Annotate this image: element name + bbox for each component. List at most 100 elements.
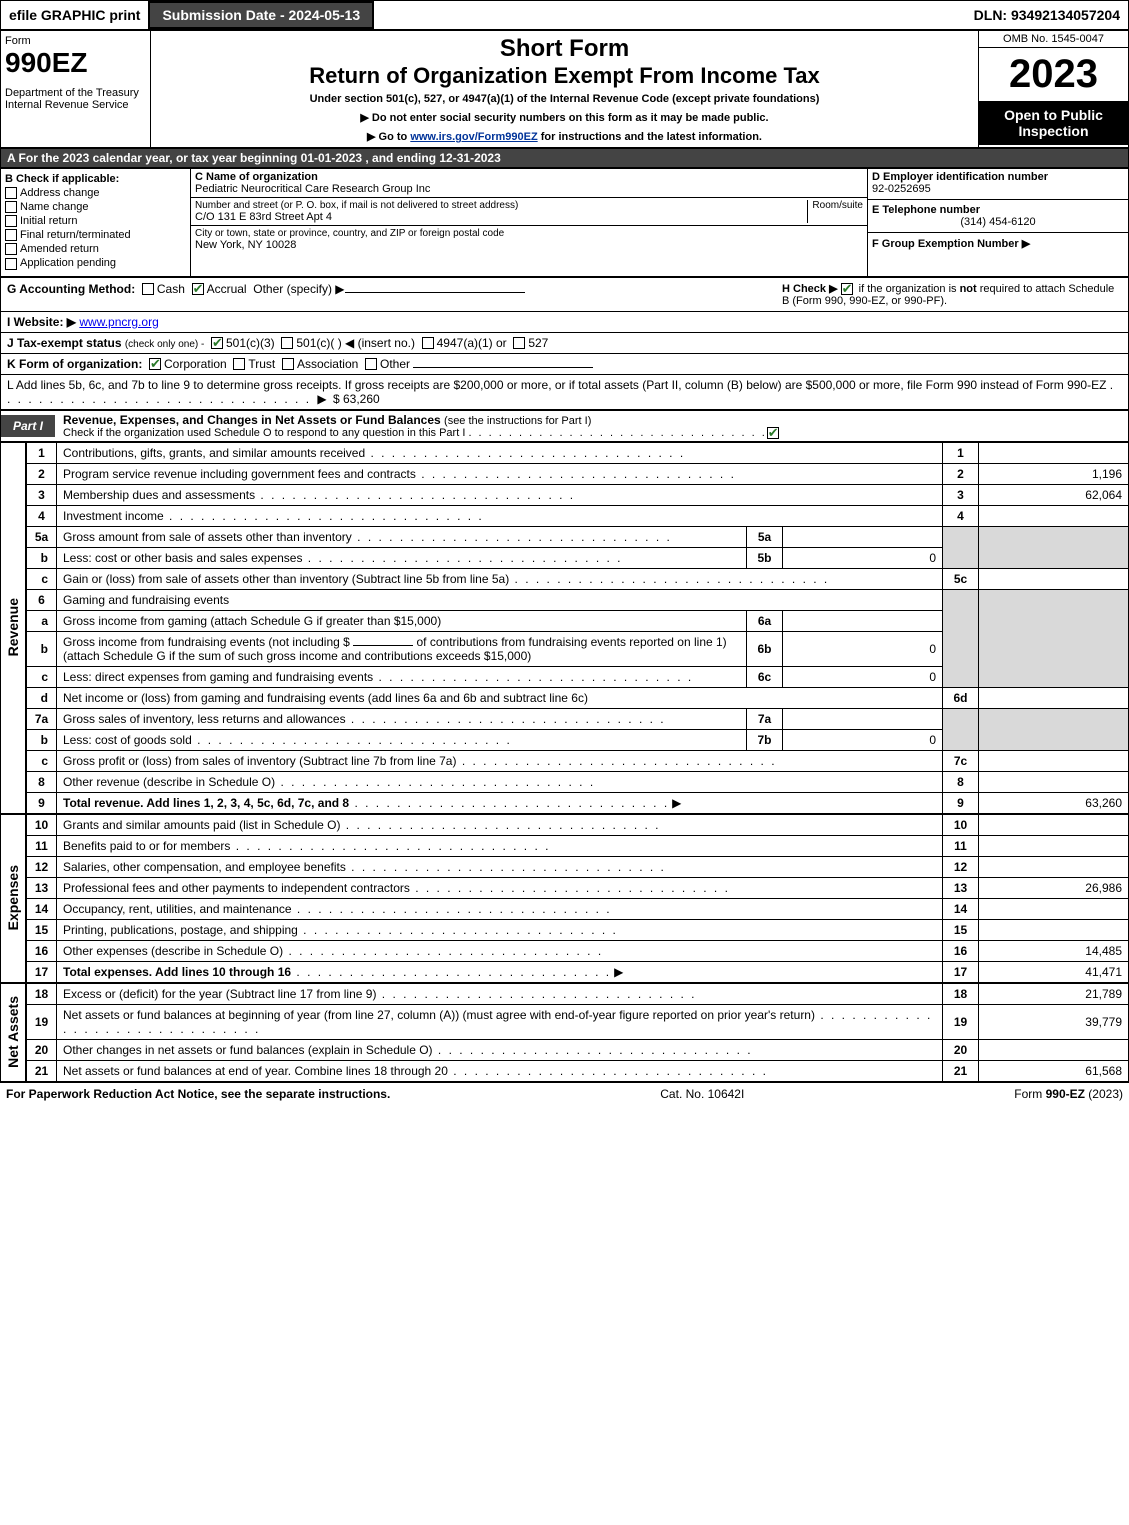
i-label: I Website: ▶ — [7, 315, 76, 329]
row-i-website: I Website: ▶ www.pncrg.org — [0, 312, 1129, 333]
line-desc: Other changes in net assets or fund bala… — [63, 1043, 433, 1057]
line-8: 8Other revenue (describe in Schedule O)8 — [27, 771, 1129, 792]
department: Department of the Treasury Internal Reve… — [5, 87, 146, 111]
footer-right-pre: Form — [1014, 1087, 1045, 1101]
line-desc: Occupancy, rent, utilities, and maintena… — [63, 902, 292, 916]
cb-address-change[interactable]: Address change — [5, 187, 186, 199]
cb-initial-return[interactable]: Initial return — [5, 215, 186, 227]
cb-501c[interactable] — [281, 337, 293, 349]
g-label: G Accounting Method: — [7, 282, 135, 296]
cb-other-org[interactable] — [365, 358, 377, 370]
line-6d: dNet income or (loss) from gaming and fu… — [27, 687, 1129, 708]
line-11: 11Benefits paid to or for members11 — [27, 835, 1129, 856]
footer-right-post: (2023) — [1085, 1087, 1123, 1101]
line-desc: Net assets or fund balances at end of ye… — [63, 1064, 448, 1078]
cb-schedule-o[interactable] — [767, 427, 779, 439]
submission-date: Submission Date - 2024-05-13 — [148, 1, 374, 29]
line-desc: Gross sales of inventory, less returns a… — [63, 712, 346, 726]
revenue-table: 1Contributions, gifts, grants, and simil… — [26, 442, 1129, 814]
k-corp: Corporation — [164, 357, 227, 371]
k-trust: Trust — [248, 357, 275, 371]
netassets-table: 18Excess or (deficit) for the year (Subt… — [26, 983, 1129, 1082]
line-desc: Salaries, other compensation, and employ… — [63, 860, 346, 874]
j-label: J Tax-exempt status — [7, 336, 122, 350]
line-desc: Contributions, gifts, grants, and simila… — [63, 446, 365, 460]
cb-4947[interactable] — [422, 337, 434, 349]
cb-h[interactable] — [841, 283, 853, 295]
group-exemption-label: F Group Exemption Number ▶ — [872, 237, 1124, 250]
line-desc: Less: cost or other basis and sales expe… — [63, 551, 302, 565]
cb-label: Initial return — [20, 215, 77, 227]
line-16: 16Other expenses (describe in Schedule O… — [27, 940, 1129, 961]
tax-year: 2023 — [979, 48, 1128, 101]
cb-accrual[interactable] — [192, 283, 204, 295]
line-desc-1: Gross income from fundraising events (no… — [63, 635, 350, 649]
row-g-accounting: G Accounting Method: Cash Accrual Other … — [0, 277, 1129, 312]
cb-cash[interactable] — [142, 283, 154, 295]
irs-link[interactable]: www.irs.gov/Form990EZ — [410, 131, 537, 143]
j-opt1: 501(c)(3) — [226, 336, 275, 350]
form-title-2: Return of Organization Exempt From Incom… — [159, 63, 970, 89]
row-j-tax-status: J Tax-exempt status (check only one) - 5… — [0, 333, 1129, 354]
arrow-icon — [611, 965, 626, 979]
org-name: Pediatric Neurocritical Care Research Gr… — [195, 183, 863, 195]
j-opt3: 4947(a)(1) or — [437, 336, 507, 350]
netassets-section: Net Assets 18Excess or (deficit) for the… — [0, 983, 1129, 1082]
tel-value: (314) 454-6120 — [872, 216, 1124, 228]
room-suite-label: Room/suite — [807, 200, 863, 223]
cb-amended-return[interactable]: Amended return — [5, 243, 186, 255]
cb-501c3[interactable] — [211, 337, 223, 349]
line-desc: Investment income — [63, 509, 164, 523]
part-1-tab: Part I — [1, 415, 55, 437]
k-assoc: Association — [297, 357, 358, 371]
cb-527[interactable] — [513, 337, 525, 349]
row-l-gross-receipts: L Add lines 5b, 6c, and 7b to line 9 to … — [0, 375, 1129, 410]
website-link[interactable]: www.pncrg.org — [79, 315, 158, 329]
cb-name-change[interactable]: Name change — [5, 201, 186, 213]
cb-final-return[interactable]: Final return/terminated — [5, 229, 186, 241]
cb-label: Name change — [20, 201, 89, 213]
line-19: 19Net assets or fund balances at beginni… — [27, 1004, 1129, 1039]
cb-application-pending[interactable]: Application pending — [5, 257, 186, 269]
g-other-input[interactable] — [345, 292, 525, 293]
line-4: 4Investment income4 — [27, 505, 1129, 526]
p1-title-sub: (see the instructions for Part I) — [444, 415, 591, 427]
form-subtitle: Under section 501(c), 527, or 4947(a)(1)… — [159, 93, 970, 105]
line-desc: Total expenses. Add lines 10 through 16 — [63, 965, 291, 979]
line-9: 9Total revenue. Add lines 1, 2, 3, 4, 5c… — [27, 792, 1129, 813]
city-label: City or town, state or province, country… — [195, 228, 863, 239]
line-desc: Printing, publications, postage, and shi… — [63, 923, 298, 937]
dots — [468, 427, 766, 439]
cb-label: Final return/terminated — [20, 229, 131, 241]
g-accrual: Accrual — [207, 282, 247, 296]
col-b-checkboxes: B Check if applicable: Address change Na… — [1, 169, 191, 276]
line-7c: cGross profit or (loss) from sales of in… — [27, 750, 1129, 771]
contrib-input[interactable] — [353, 645, 413, 646]
inspection-badge: Open to Public Inspection — [979, 101, 1128, 145]
form-label: Form — [5, 35, 146, 47]
revenue-vlabel: Revenue — [5, 598, 21, 656]
arrow-icon — [669, 796, 684, 810]
cb-label: Amended return — [20, 243, 99, 255]
cb-association[interactable] — [282, 358, 294, 370]
l-text: L Add lines 5b, 6c, and 7b to line 9 to … — [7, 378, 1106, 392]
header-center: Short Form Return of Organization Exempt… — [151, 31, 978, 147]
form-note-2: ▶ Go to www.irs.gov/Form990EZ for instru… — [159, 130, 970, 143]
line-desc: Gross profit or (loss) from sales of inv… — [63, 754, 456, 768]
p1-check-text: Check if the organization used Schedule … — [63, 427, 465, 439]
k-other-input[interactable] — [413, 367, 593, 368]
line-20: 20Other changes in net assets or fund ba… — [27, 1039, 1129, 1060]
expenses-vlabel: Expenses — [5, 865, 21, 930]
part-1-header: Part I Revenue, Expenses, and Changes in… — [0, 410, 1129, 442]
org-city: New York, NY 10028 — [195, 239, 863, 251]
ein-value: 92-0252695 — [872, 183, 1124, 195]
dln: DLN: 93492134057204 — [966, 3, 1128, 27]
header-left: Form 990EZ Department of the Treasury In… — [1, 31, 151, 147]
line-desc: Grants and similar amounts paid (list in… — [63, 818, 340, 832]
row-h: H Check ▶ if the organization is not req… — [782, 282, 1122, 307]
cb-trust[interactable] — [233, 358, 245, 370]
cb-corporation[interactable] — [149, 358, 161, 370]
j-opt4: 527 — [528, 336, 548, 350]
netassets-vlabel-col: Net Assets — [0, 983, 26, 1082]
efile-label: efile GRAPHIC print — [1, 3, 148, 27]
